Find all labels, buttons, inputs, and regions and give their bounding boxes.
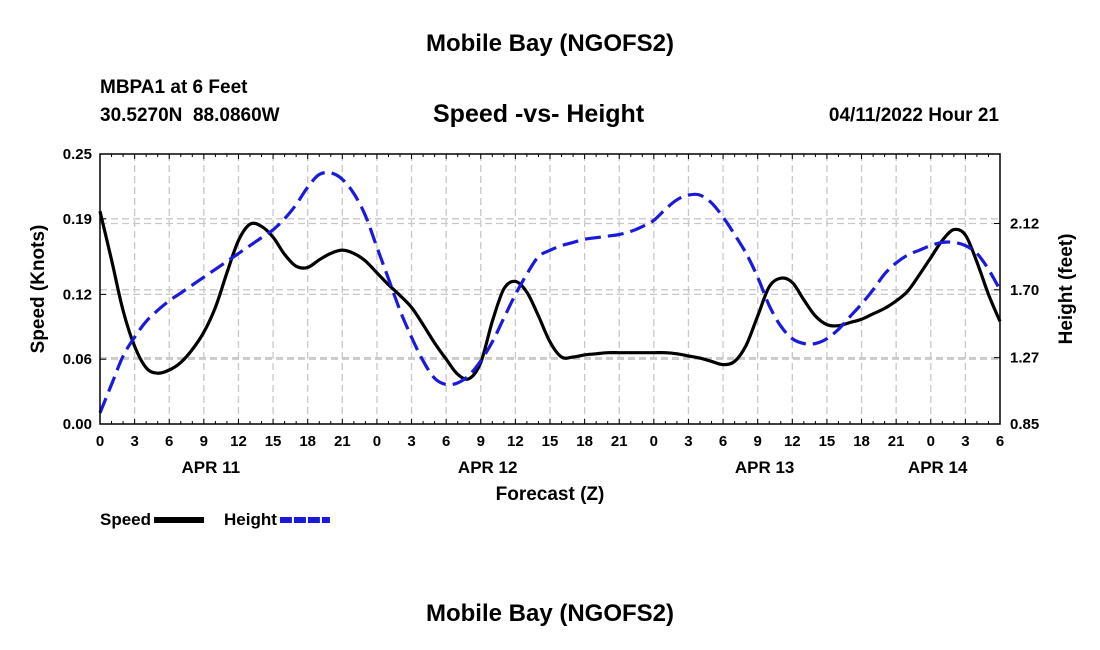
grid	[100, 154, 1000, 424]
x-axis-label: Forecast (Z)	[496, 484, 605, 505]
legend-label-speed: Speed	[100, 510, 151, 529]
x-tick-label: 18	[853, 433, 870, 450]
footer-title: Mobile Bay (NGOFS2)	[425, 600, 675, 627]
x-date-label: APR 13	[735, 458, 795, 477]
x-tick-label: 6	[996, 433, 1004, 450]
speed-series-line	[98, 210, 1002, 381]
x-tick-label: 3	[130, 433, 138, 450]
axes: 0 3 6 9 12 15 18 21 0 3 6 9 12 15 18 21 0 3 6 9 12 15 18 21 0 3 6A…	[63, 146, 1039, 477]
station-coords: 30.5270N 88.0860W	[100, 105, 280, 126]
y2-tick-label: 1.70	[1010, 282, 1039, 299]
x-tick-label: 0	[927, 433, 935, 450]
x-tick-label: 0	[373, 433, 381, 450]
forecast-datetime: 04/11/2022 Hour 21	[828, 105, 999, 126]
x-date-label: APR 11	[181, 458, 240, 477]
legend: Speed Height	[100, 510, 330, 529]
x-tick-label: 21	[334, 433, 351, 450]
x-tick-label: 0	[650, 433, 658, 450]
chart-title: Speed -vs- Height	[433, 100, 645, 128]
y-tick-label: 0.12	[63, 286, 92, 303]
x-tick-label: 6	[442, 433, 450, 450]
x-tick-label: 12	[784, 433, 801, 450]
x-tick-label: 18	[576, 433, 593, 450]
speed-height-chart: 0 3 6 9 12 15 18 21 0 3 6 9 12 15 18 21 0 3 6 9 12 15 18 21 0 3 6A…	[28, 146, 1077, 529]
x-tick-label: 9	[477, 433, 485, 450]
y-tick-label: 0.25	[63, 146, 92, 163]
x-tick-label: 0	[96, 433, 104, 450]
x-tick-label: 3	[407, 433, 415, 450]
series-layer	[98, 170, 1002, 414]
x-date-label: APR 12	[458, 458, 518, 477]
x-tick-label: 3	[961, 433, 969, 450]
x-tick-label: 15	[265, 433, 282, 450]
x-tick-label: 12	[230, 433, 247, 450]
x-date-label: APR 14	[908, 458, 968, 477]
x-tick-label: 18	[299, 433, 316, 450]
x-tick-label: 21	[611, 433, 628, 450]
x-tick-label: 21	[888, 433, 905, 450]
x-tick-label: 9	[754, 433, 762, 450]
x-tick-label: 3	[684, 433, 692, 450]
y2-tick-label: 1.27	[1010, 350, 1039, 367]
x-tick-label: 6	[165, 433, 173, 450]
y-tick-label: 0.06	[63, 351, 92, 368]
legend-label-height: Height	[224, 510, 277, 529]
y-axis-label: Speed (Knots)	[28, 225, 49, 354]
x-tick-label: 15	[819, 433, 836, 450]
station-label: MBPA1 at 6 Feet	[100, 77, 248, 98]
page-title: Mobile Bay (NGOFS2)	[425, 30, 675, 57]
height-series-line	[98, 170, 1002, 414]
x-tick-label: 6	[719, 433, 727, 450]
x-tick-label: 9	[200, 433, 208, 450]
y-tick-label: 0.00	[63, 416, 92, 433]
y2-axis-label: Height (feet)	[1056, 234, 1077, 345]
y2-tick-label: 0.85	[1010, 416, 1039, 433]
x-tick-label: 12	[507, 433, 524, 450]
y-tick-label: 0.19	[63, 211, 92, 228]
y2-tick-label: 2.12	[1010, 215, 1039, 232]
x-tick-label: 15	[542, 433, 559, 450]
